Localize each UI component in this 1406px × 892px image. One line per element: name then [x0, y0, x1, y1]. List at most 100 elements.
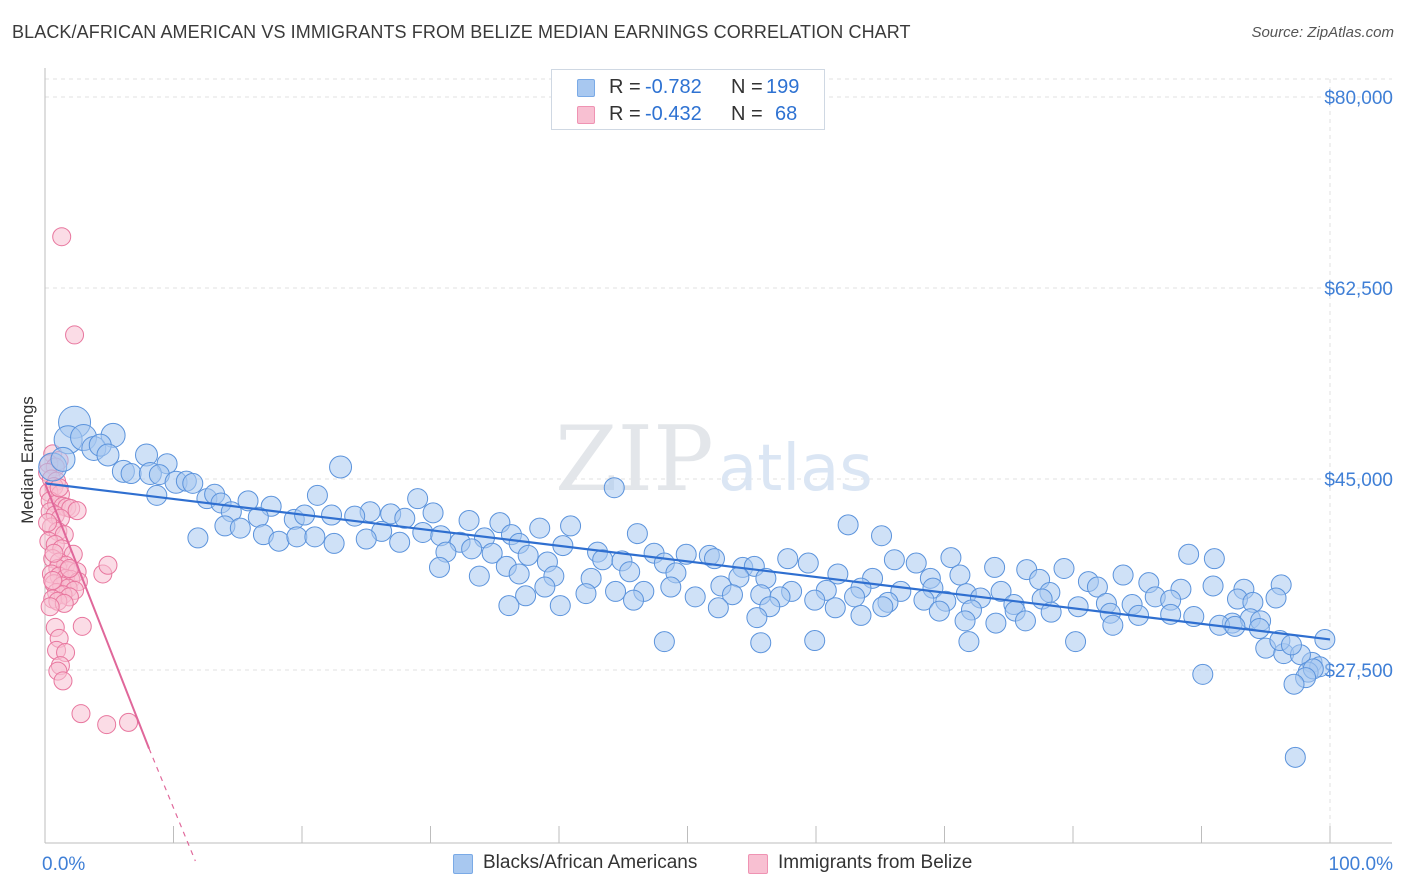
- data-point: [461, 538, 483, 560]
- legend-swatch-blue: [453, 854, 473, 874]
- data-point: [1014, 610, 1036, 632]
- data-point: [684, 586, 706, 608]
- data-point: [990, 580, 1012, 602]
- data-point: [560, 515, 582, 537]
- data-point: [286, 526, 308, 548]
- data-point: [707, 597, 729, 619]
- watermark: ZIP atlas: [555, 407, 873, 512]
- data-point: [619, 561, 641, 583]
- data-point: [1265, 587, 1287, 609]
- data-point: [746, 607, 768, 629]
- data-point: [928, 600, 950, 622]
- stats-legend: R = -0.782 N = 199 R = -0.432 N = 68: [551, 69, 825, 130]
- data-point: [97, 715, 117, 735]
- data-point: [306, 484, 328, 506]
- data-point: [844, 586, 866, 608]
- data-point: [422, 502, 444, 524]
- data-point: [72, 616, 92, 636]
- data-point: [1283, 673, 1305, 695]
- legend-swatch-blue: [577, 79, 595, 97]
- data-point: [44, 543, 64, 563]
- data-point: [321, 504, 343, 526]
- trend-line-belize-extension: [148, 748, 196, 862]
- y-tick-label: $62,500: [1324, 279, 1393, 300]
- x-tick-label: 100.0%: [1329, 854, 1394, 875]
- data-point: [653, 631, 675, 653]
- data-point: [534, 576, 556, 598]
- data-point: [1067, 596, 1089, 618]
- legend-row-belize: R = -0.432 N = 68: [552, 101, 824, 129]
- watermark-zip: ZIP: [555, 407, 714, 512]
- legend-n-value: 199: [766, 76, 800, 98]
- data-point: [871, 525, 893, 547]
- x-tick-label: 0.0%: [42, 854, 85, 875]
- legend-swatch-pink: [748, 854, 768, 874]
- data-point: [984, 556, 1006, 578]
- data-point: [804, 630, 826, 652]
- chart-title: BLACK/AFRICAN AMERICAN VS IMMIGRANTS FRO…: [12, 22, 911, 42]
- data-point: [626, 523, 648, 545]
- data-point: [883, 549, 905, 571]
- y-axis-label: Median Earnings: [18, 396, 37, 524]
- trend-line-belize: [44, 483, 151, 749]
- y-tick-label: $80,000: [1324, 88, 1393, 109]
- data-point: [824, 597, 846, 619]
- data-point: [71, 704, 91, 724]
- data-point: [389, 531, 411, 553]
- data-point: [412, 521, 434, 543]
- data-point: [529, 517, 551, 539]
- data-point: [237, 490, 259, 512]
- data-point: [304, 526, 326, 548]
- data-point: [603, 477, 625, 499]
- data-point: [135, 443, 159, 467]
- data-point: [954, 610, 976, 632]
- watermark-atlas: atlas: [718, 432, 873, 506]
- data-point: [1178, 543, 1200, 565]
- data-point: [1102, 614, 1124, 636]
- data-point: [575, 583, 597, 605]
- legend-r-label: R =: [609, 76, 641, 98]
- data-point: [182, 472, 204, 494]
- data-point: [40, 597, 60, 617]
- data-point: [508, 563, 530, 585]
- y-tick-label: $27,500: [1324, 661, 1393, 682]
- legend-label-belize: Immigrants from Belize: [778, 852, 973, 873]
- data-point: [323, 532, 345, 554]
- tick-labels: $80,000 $62,500 $45,000 $27,500 0.0% 100.0%: [42, 88, 1393, 875]
- data-point: [187, 527, 209, 549]
- data-point: [1284, 746, 1306, 768]
- trend-lines: [44, 482, 1331, 862]
- data-point: [428, 556, 450, 578]
- data-point: [268, 530, 290, 552]
- data-point: [96, 443, 120, 467]
- legend-r-value: -0.432: [645, 103, 702, 125]
- data-point: [623, 589, 645, 611]
- data-point: [850, 604, 872, 626]
- data-point: [660, 576, 682, 598]
- data-point: [119, 712, 139, 732]
- data-point: [905, 552, 927, 574]
- data-point: [549, 595, 571, 617]
- data-point: [949, 564, 971, 586]
- data-point: [355, 528, 377, 550]
- data-point: [872, 596, 894, 618]
- data-point: [458, 509, 480, 531]
- data-point: [468, 565, 490, 587]
- data-point: [50, 446, 76, 472]
- data-point: [1192, 663, 1214, 685]
- data-point: [43, 571, 63, 591]
- legend-n-label: N =: [731, 76, 763, 98]
- data-point: [65, 325, 85, 345]
- data-point: [1203, 548, 1225, 570]
- data-point: [675, 543, 697, 565]
- data-point: [38, 513, 58, 533]
- data-point: [1053, 557, 1075, 579]
- data-point: [407, 488, 429, 510]
- data-point: [1065, 631, 1087, 653]
- data-point: [67, 501, 87, 521]
- data-point: [481, 542, 503, 564]
- data-point: [958, 631, 980, 653]
- series-legend: Blacks/African Americans Immigrants from…: [0, 852, 1406, 876]
- data-point: [1280, 634, 1302, 656]
- data-point: [394, 507, 416, 529]
